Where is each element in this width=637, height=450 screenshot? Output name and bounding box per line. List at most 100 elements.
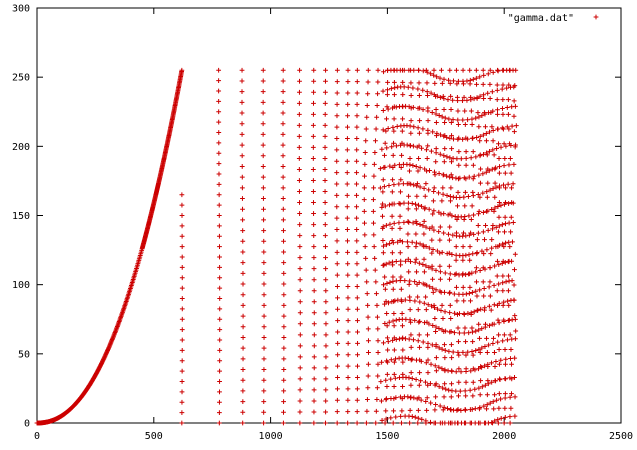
data-point [432, 80, 438, 86]
data-point [281, 388, 287, 394]
data-point [297, 398, 303, 404]
data-point [434, 130, 440, 136]
data-point [322, 122, 328, 128]
data-point [454, 156, 460, 162]
data-point [455, 203, 460, 209]
data-point [455, 349, 461, 355]
data-point [424, 156, 430, 161]
data-point [475, 192, 481, 197]
data-point [482, 344, 488, 349]
data-point [442, 115, 448, 121]
data-point [477, 74, 483, 80]
data-point [311, 200, 316, 205]
data-point [461, 175, 467, 181]
data-point [280, 196, 286, 201]
data-point [433, 287, 439, 293]
data-point [297, 244, 303, 250]
data-point [240, 356, 246, 362]
data-point [455, 108, 461, 114]
data-point [508, 356, 513, 361]
data-point [344, 170, 350, 176]
data-point [506, 288, 511, 294]
data-point [439, 80, 445, 86]
data-point [297, 266, 303, 272]
data-point [280, 67, 286, 73]
data-point [240, 217, 246, 223]
data-point [375, 91, 380, 97]
data-point [217, 358, 223, 364]
data-point [414, 183, 420, 189]
data-point [416, 67, 422, 73]
data-point [391, 128, 397, 134]
data-point [469, 290, 475, 295]
data-point [416, 332, 422, 338]
data-point [482, 237, 487, 242]
data-point [470, 251, 476, 257]
data-point [281, 303, 287, 308]
data-point [390, 152, 396, 158]
data-point [476, 172, 482, 178]
data-point [322, 222, 328, 227]
data-point [460, 350, 466, 355]
data-point [406, 269, 412, 275]
data-point [388, 86, 394, 92]
data-point [179, 264, 185, 270]
data-point [497, 377, 503, 383]
data-point [322, 167, 328, 172]
data-point [413, 244, 419, 250]
data-point [437, 263, 443, 269]
data-point [450, 232, 456, 238]
data-point [451, 136, 456, 142]
data-point [483, 169, 489, 175]
data-point [446, 263, 452, 269]
data-point [506, 220, 512, 226]
data-point [415, 415, 421, 421]
data-point [486, 342, 492, 348]
data-point [345, 363, 351, 369]
data-point [405, 206, 411, 212]
data-point [345, 352, 351, 358]
data-point [496, 141, 501, 147]
data-point [280, 217, 286, 223]
data-point [297, 233, 303, 239]
data-point [261, 260, 267, 266]
data-point [480, 190, 486, 196]
data-point [423, 224, 429, 230]
data-point [486, 303, 492, 309]
data-point [423, 418, 429, 424]
data-point [433, 420, 438, 426]
data-point [391, 347, 397, 353]
data-point [179, 399, 185, 405]
data-point [240, 399, 246, 405]
data-point [389, 250, 395, 256]
data-point [280, 99, 286, 105]
data-point [421, 219, 427, 224]
data-point [371, 197, 376, 202]
data-point [310, 122, 316, 128]
data-point [334, 261, 340, 267]
data-point [426, 206, 432, 212]
data-point [490, 138, 496, 144]
plot-border [36, 7, 622, 424]
data-point [411, 395, 417, 401]
data-point [240, 228, 246, 233]
data-point [399, 128, 405, 134]
data-point [442, 348, 448, 353]
data-point [240, 420, 246, 426]
data-point [479, 345, 485, 351]
data-point [440, 407, 446, 413]
data-point [425, 302, 431, 308]
data-point [484, 138, 489, 144]
data-point [496, 332, 501, 338]
data-point [217, 399, 222, 405]
data-point [436, 190, 441, 196]
data-point [495, 317, 501, 323]
data-point [475, 223, 481, 228]
data-point [474, 265, 479, 271]
data-point [364, 291, 370, 297]
data-point [445, 368, 451, 374]
data-point [431, 72, 437, 78]
data-point [477, 350, 483, 355]
data-point [297, 277, 303, 283]
data-point [261, 377, 267, 383]
